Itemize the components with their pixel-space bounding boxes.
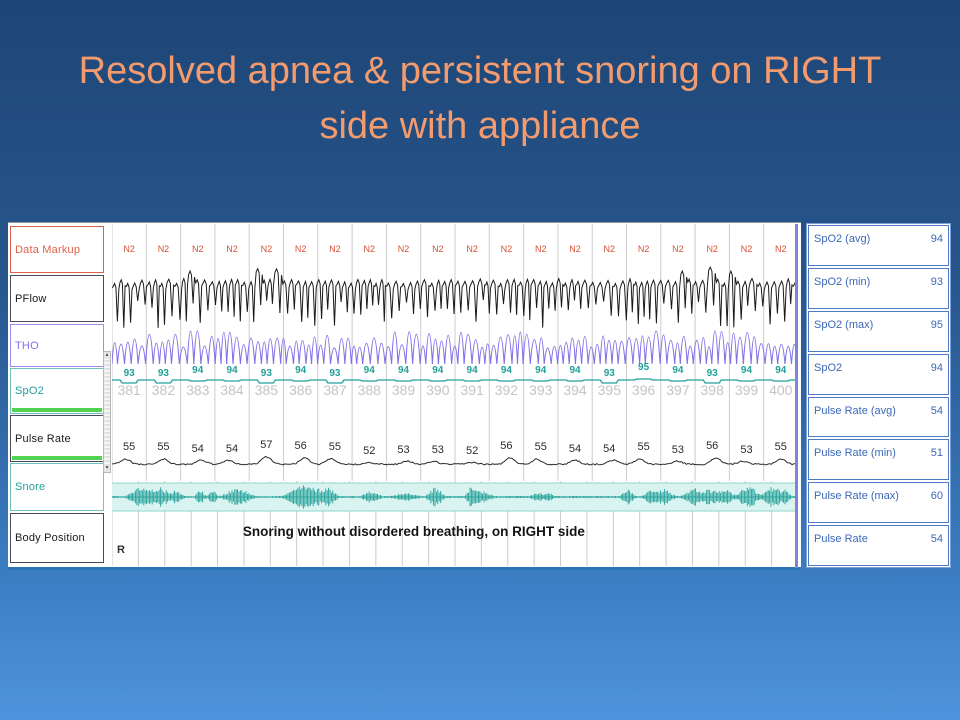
vertical-scrollbar[interactable]: ▴ ▾: [103, 351, 111, 473]
sidebar-item-label: Snore: [15, 481, 46, 493]
stat-value: 94: [930, 233, 943, 245]
stat-value: 94: [930, 361, 943, 374]
sidebar-item-label: Body Position: [15, 532, 85, 544]
chart-area: N2 N2 N2 N2 N2 N2 N2 N2 N2 N2 N2 N2 N2 N2 N2 N2 N2 N2 N2 N2…: [112, 224, 798, 568]
sidebar-item-label: Pulse Rate: [15, 432, 71, 445]
stat-label: SpO2 (min): [814, 275, 871, 288]
stat-row-spo2-max: SpO2 (max) 95: [808, 310, 949, 352]
stat-row-pulse-rate-min: Pulse Rate (min) 51: [808, 439, 949, 481]
stat-value: 95: [930, 318, 943, 331]
stat-label: SpO2 (max): [814, 318, 874, 331]
stat-label: Pulse Rate (max): [814, 490, 899, 503]
stat-value: 54: [930, 533, 943, 546]
sidebar-item-label: THO: [15, 339, 39, 352]
sidebar-item-label: Data Markup: [15, 243, 81, 256]
sidebar-item-label: SpO2: [15, 385, 44, 397]
annotation-text: Snoring without disordered breathing, on…: [242, 524, 585, 539]
stat-row-spo2: SpO2 94: [808, 353, 949, 395]
active-channel-stripe: [12, 408, 102, 412]
sidebar-item-body-position[interactable]: Body Position: [10, 513, 104, 563]
sidebar-item-label: PFlow: [15, 292, 47, 305]
stat-value: 51: [930, 447, 943, 460]
sidebar-item-snore[interactable]: Snore: [10, 463, 104, 511]
sidebar-item-pflow[interactable]: PFlow: [10, 275, 104, 322]
stat-row-spo2-min: SpO2 (min) 93: [808, 267, 949, 309]
stat-row-pulse-rate-avg: Pulse Rate (avg) 54: [808, 396, 949, 438]
sidebar-item-data-markup[interactable]: Data Markup: [10, 226, 104, 273]
stat-label: SpO2: [814, 361, 843, 374]
sidebar-item-pulse-rate[interactable]: Pulse Rate: [10, 415, 104, 462]
scroll-down-icon[interactable]: ▾: [104, 465, 110, 472]
stat-value: 60: [930, 490, 943, 503]
scroll-up-icon[interactable]: ▴: [104, 352, 110, 359]
waveforms-svg: [112, 224, 798, 568]
body-position-value: R: [117, 544, 125, 556]
stat-label: Pulse Rate (avg): [814, 404, 896, 417]
stat-label: Pulse Rate (min): [814, 447, 896, 460]
stats-panel: SpO2 (avg) 94 SpO2 (min) 93 SpO2 (max) 95 SpO2…: [806, 223, 951, 568]
psg-panel: Data Markup PFlow THO SpO2 Pulse Rate Snore Bo…: [8, 222, 801, 570]
stat-row-pulse-rate-max: Pulse Rate (max) 60: [808, 482, 949, 524]
title-line2: side with appliance: [319, 105, 641, 147]
stat-value: 93: [930, 275, 943, 288]
stat-row-spo2-avg: SpO2 (avg) 94: [808, 225, 949, 266]
active-channel-stripe: [12, 456, 102, 460]
stat-value: 54: [930, 404, 943, 417]
stat-row-pulse-rate: Pulse Rate 54: [808, 525, 949, 566]
stat-label: SpO2 (avg): [814, 233, 871, 245]
stat-label: Pulse Rate: [814, 533, 868, 546]
slide-title: Resolved apnea & persistent snoring on R…: [0, 44, 960, 154]
title-line1: Resolved apnea & persistent snoring on R…: [78, 50, 882, 92]
sidebar-item-tho[interactable]: THO: [10, 324, 104, 367]
sidebar-item-spo2[interactable]: SpO2: [10, 368, 104, 414]
